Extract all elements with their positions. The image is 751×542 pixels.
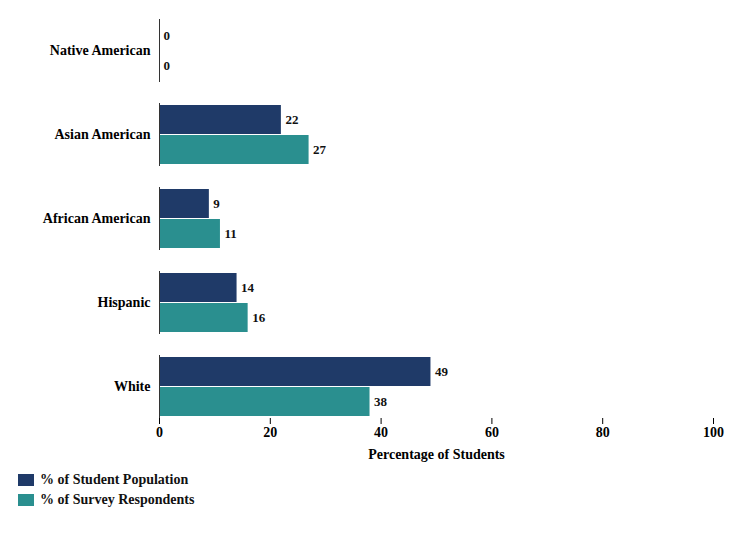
- svg-text:27: 27: [313, 142, 327, 157]
- svg-text:40: 40: [374, 425, 388, 440]
- svg-text:38: 38: [374, 394, 388, 409]
- svg-text:60: 60: [485, 425, 499, 440]
- svg-text:80: 80: [596, 425, 610, 440]
- svg-text:0: 0: [164, 28, 171, 43]
- svg-text:49: 49: [435, 364, 449, 379]
- svg-text:Percentage of Students: Percentage of Students: [368, 447, 505, 462]
- svg-text:African American: African American: [43, 211, 151, 226]
- svg-text:14: 14: [241, 280, 255, 295]
- html-text:% of Survey Respondents: % of Survey Respondents: [40, 492, 195, 507]
- svg-text:11: 11: [224, 226, 236, 241]
- svg-text:16: 16: [252, 310, 266, 325]
- svg-text:100: 100: [703, 425, 724, 440]
- svg-text:White: White: [114, 379, 151, 394]
- svg-text:0: 0: [156, 425, 163, 440]
- svg-text:Asian American: Asian American: [54, 127, 150, 142]
- svg-text:22: 22: [285, 112, 298, 127]
- svg-text:9: 9: [213, 196, 220, 211]
- svg-text:Hispanic: Hispanic: [98, 295, 151, 310]
- svg-text:20: 20: [263, 425, 277, 440]
- svg-text:0: 0: [164, 58, 171, 73]
- svg-text:Native American: Native American: [50, 43, 151, 58]
- html-text:% of Student Population: % of Student Population: [40, 472, 189, 487]
